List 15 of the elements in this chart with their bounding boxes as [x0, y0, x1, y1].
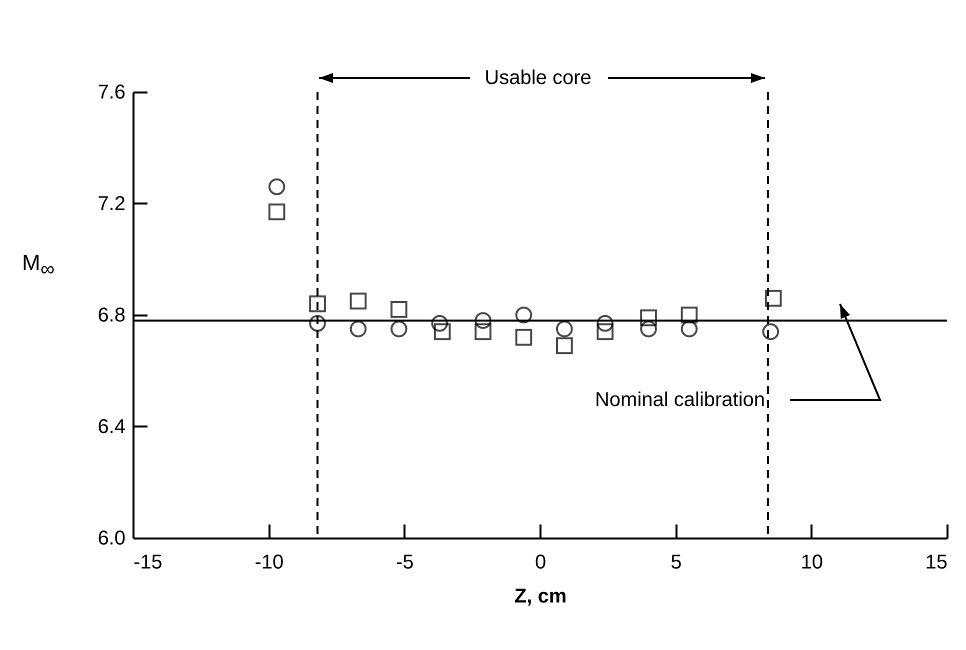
y-tick-label: 6.4 — [98, 416, 126, 438]
ref-line-label: Nominal calibration — [594, 389, 766, 411]
x-tick-label: -5 — [396, 552, 414, 574]
y-tick-label: 7.2 — [98, 193, 126, 215]
x-tick-label: -15 — [134, 552, 162, 574]
x-tick-label: -10 — [254, 552, 284, 574]
x-tick-label: 5 — [670, 552, 682, 574]
y-tick-label: 6.8 — [98, 304, 126, 326]
x-tick-label: 15 — [925, 552, 948, 574]
text: Usable core — [484, 67, 592, 89]
y-tick-label: 7.6 — [98, 82, 126, 104]
x-axis-title: Z, cm — [514, 586, 567, 608]
x-tick-label: 10 — [800, 552, 823, 574]
x-tick-label: 0 — [534, 552, 546, 574]
y-tick-label: 6.0 — [98, 528, 126, 550]
